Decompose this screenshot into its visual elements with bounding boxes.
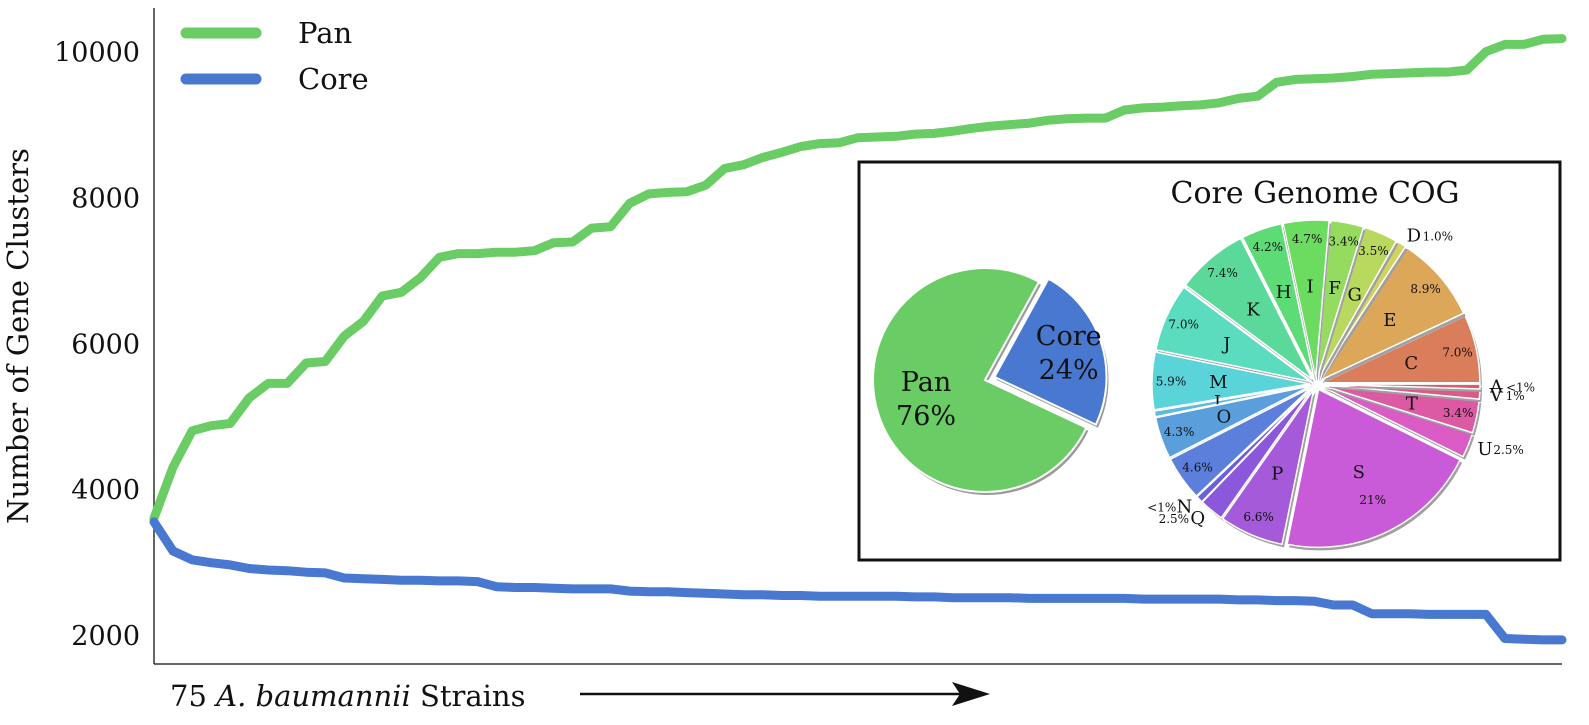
cog-letter-label: J: [1221, 334, 1230, 355]
cog-pct-label: 7.0%: [1442, 346, 1473, 360]
cog-outside-pct: <1%: [1506, 381, 1535, 395]
cog-slice-h: [1241, 222, 1315, 379]
cog-pct-label: 4.2%: [1253, 240, 1284, 254]
legend-label-pan: Pan: [298, 16, 352, 50]
cog-pct-label: 21%: [1359, 493, 1386, 507]
cog-pie-title: Core Genome COG: [1171, 176, 1460, 211]
cog-slice-s: [1286, 388, 1462, 549]
x-axis-label-suffix: Strains: [411, 679, 526, 713]
cog-outside-pct: 1.0%: [1423, 229, 1454, 243]
y-tick-label: 2000: [71, 621, 140, 652]
cog-outside-pct: 2.5%: [1493, 443, 1524, 457]
cog-pct-label: 3.4%: [1443, 406, 1474, 420]
series-lines: [149, 34, 1567, 645]
legend-label-core: Core: [298, 62, 369, 96]
cog-letter-label: G: [1347, 284, 1361, 305]
pie-label-name: Pan: [901, 367, 951, 398]
cog-outside-letter: N: [1177, 496, 1193, 517]
pie-slice-core: [993, 277, 1108, 426]
cog-pct-label: 5.9%: [1156, 374, 1187, 388]
legend: Pan Core: [180, 16, 369, 96]
cog-outside-letter: Q: [1190, 508, 1205, 529]
cog-slice-shadow: [1323, 387, 1482, 403]
cog-slice-o: [1154, 385, 1311, 459]
cog-slice-m: [1151, 351, 1311, 411]
cog-letter-label: T: [1406, 393, 1418, 414]
cog-slice-i: [1282, 219, 1330, 379]
cog-slice-e: [1318, 246, 1465, 382]
cog-letter-label: F: [1328, 278, 1341, 299]
cog-pie: C 7.0% E 8.9% D 1.0% G 3.5% F 3.4% I 4.7% H 4.2% K 7.4%…: [1147, 219, 1535, 551]
cog-letter-label: H: [1276, 282, 1292, 303]
cog-outside-letter: V: [1489, 385, 1504, 406]
cog-slice-shadow: [1321, 244, 1408, 382]
cog-slice-j: [1154, 286, 1311, 383]
cog-outside-pct: 2.5%: [1159, 512, 1190, 526]
cog-outside-letter: D: [1407, 225, 1421, 246]
cog-slice-l: [1153, 384, 1311, 418]
series-line-pan: [149, 34, 1567, 523]
cog-outside-pct: 1%: [1506, 389, 1525, 403]
pie-label-name: Core: [1036, 321, 1102, 352]
cog-slice-a: [1321, 383, 1481, 390]
pie-slice-pan: [872, 267, 1088, 493]
cog-slice-q: [1201, 388, 1313, 519]
cog-pct-label: 4.6%: [1182, 461, 1213, 475]
cog-letter-label: O: [1216, 406, 1231, 427]
pie-label-pct: 76%: [896, 401, 956, 432]
cog-slice-f: [1316, 219, 1365, 379]
cog-pct-label: 7.0%: [1168, 318, 1199, 332]
pie-label-pct: 24%: [1039, 355, 1099, 386]
x-axis-label-species: A. baumannii: [213, 679, 411, 713]
cog-letter-label: E: [1383, 310, 1396, 331]
cog-letter-label: I: [1307, 277, 1314, 298]
cog-outside-pct: <1%: [1147, 500, 1176, 514]
x-axis-label-prefix: 75: [170, 679, 216, 713]
cog-letter-label: P: [1271, 464, 1283, 485]
cog-outside-letter: U: [1477, 439, 1492, 460]
cog-letter-label: K: [1246, 299, 1260, 320]
y-axis-label: Number of Gene Clusters: [1, 148, 35, 524]
cog-pct-label: 6.6%: [1243, 510, 1274, 524]
cog-slice-k: [1184, 237, 1313, 381]
cog-pct-label: 7.4%: [1207, 266, 1238, 280]
cog-pct-label: 4.7%: [1292, 232, 1323, 246]
y-tick-label: 4000: [71, 475, 140, 506]
x-axis-label: 75 A. baumannii Strains: [170, 679, 525, 713]
y-tick-labels: 2000 4000 6000 8000 10000: [54, 38, 140, 652]
cog-pct-label: 3.4%: [1328, 235, 1359, 249]
series-line-core: [149, 517, 1567, 645]
cog-pct-label: 4.3%: [1164, 425, 1195, 439]
cog-letter-label: C: [1404, 353, 1418, 374]
cog-outside-letter: A: [1489, 377, 1504, 398]
y-tick-label: 6000: [71, 329, 140, 360]
y-tick-label: 10000: [54, 38, 140, 69]
cog-letter-label: M: [1209, 372, 1227, 393]
x-axis-arrow: [580, 682, 990, 706]
cog-slice-unlabeled: [1169, 386, 1312, 498]
y-tick-label: 8000: [71, 184, 140, 215]
cog-letter-label: S: [1353, 462, 1365, 483]
cog-pct-label: 8.9%: [1410, 282, 1441, 296]
cog-slice-p: [1221, 389, 1315, 546]
cog-slice-g: [1317, 226, 1398, 379]
cog-pct-label: 3.5%: [1358, 244, 1389, 258]
